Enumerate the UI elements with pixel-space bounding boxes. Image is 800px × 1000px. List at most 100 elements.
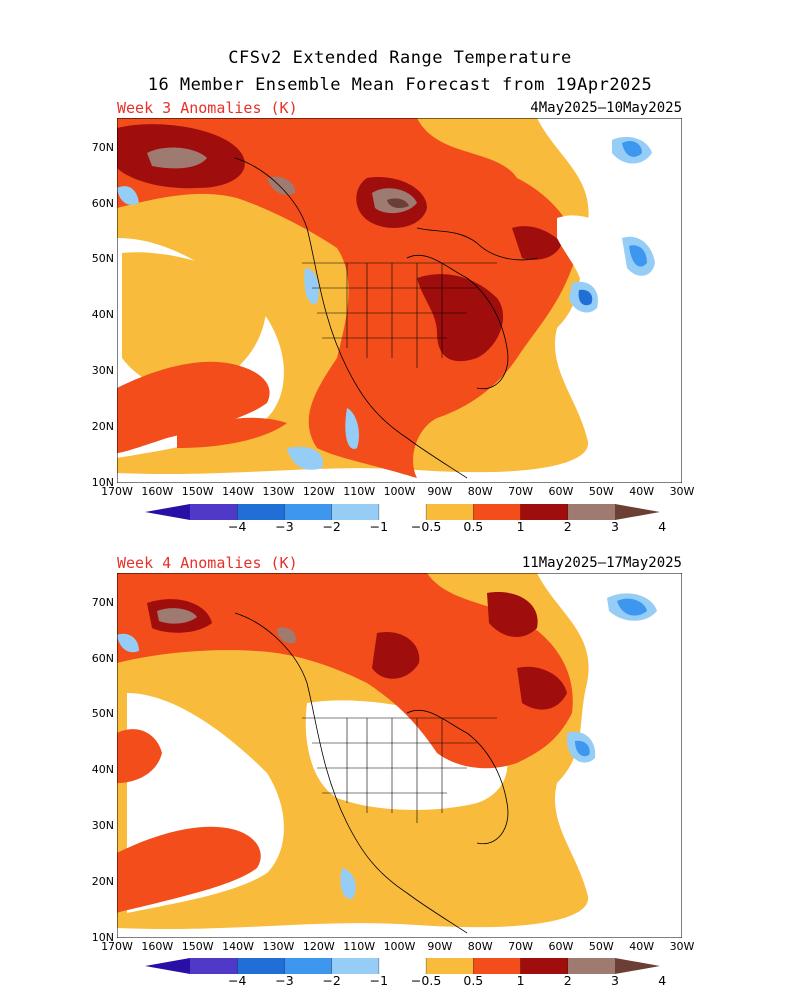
lon-label: 60W [548,940,574,953]
week3-label: Week 3 Anomalies (K) [117,99,298,117]
chart-title-line2: 16 Member Ensemble Mean Forecast from 19… [147,75,653,95]
legend-swatch [567,958,616,974]
legend-tick-label: −2 [322,973,341,988]
legend-tick-label: 1 [516,519,525,534]
legend-tick-label: 1 [516,973,525,988]
week4-dates: 11May2025—17May2025 [521,555,682,571]
lon-label: 130W [262,940,295,953]
lat-label: 60N [91,652,114,665]
lat-label: 70N [91,596,114,609]
legend-swatch [426,504,474,520]
legend-tick-label: −4 [228,519,247,534]
legend-tick-label: −3 [275,519,294,534]
lon-label: 90W [427,485,453,498]
lon-label: 50W [588,940,614,953]
legend-swatch [190,958,238,974]
legend-swatch [473,504,522,520]
legend-swatch [473,958,522,974]
legend-swatch [567,504,616,520]
legend-swatch [520,504,569,520]
legend-swatch [615,504,660,520]
legend-swatch [520,958,569,974]
lon-label: 30W [669,485,695,498]
lat-label: 40N [91,308,114,321]
lon-label: 140W [222,940,254,953]
legend-tick-label: −1 [369,519,389,534]
legend-swatch [284,958,333,974]
legend-tick-label: −1 [369,973,389,988]
lon-label: 150W [181,940,214,953]
lon-label: 110W [343,940,376,953]
lon-label: 50W [588,485,614,498]
legend-swatch [378,504,427,520]
legend-tick-label: 4 [658,973,667,988]
legend-colorbar [145,956,660,992]
lon-label: 150W [181,485,214,498]
week3-map-svg [117,118,682,483]
legend-tick-label: −4 [228,973,247,988]
legend-swatch [331,958,380,974]
lon-label: 160W [141,940,174,953]
legend-swatch [237,504,285,520]
lon-label: 90W [427,940,453,953]
week4-map-svg [117,573,682,938]
week4-map [117,573,682,938]
lon-label: 70W [508,485,533,498]
lon-label: 100W [383,940,416,953]
lon-label: 80W [467,940,493,953]
lat-label: 30N [91,364,114,377]
legend-tick-label: −2 [322,519,341,534]
legend-tick-label: −3 [275,973,294,988]
legend-tick-label: 4 [658,519,667,534]
lon-label: 60W [548,485,574,498]
legend-colorbar-svg [145,958,660,974]
lon-label: 170W [101,485,133,498]
legend-swatch [237,958,285,974]
legend-swatch [378,958,427,974]
lat-label: 50N [91,707,114,720]
chart-title-line1: CFSv2 Extended Range Temperature [228,48,572,68]
lat-label: 70N [91,141,114,154]
week4-label: Week 4 Anomalies (K) [117,554,298,572]
lon-label: 40W [629,485,655,498]
legend-tick-label: 0.5 [463,519,484,534]
legend-swatch [331,504,380,520]
legend-swatch [145,504,190,520]
lat-label: 50N [91,252,114,265]
lon-label: 140W [222,485,254,498]
legend-tick-label: 0.5 [463,973,484,988]
legend-tick-label: 3 [611,519,619,534]
lon-label: 170W [101,940,133,953]
legend-swatch [284,504,333,520]
legend-swatch [145,958,190,974]
legend-colorbar-svg [145,504,660,520]
lat-label: 30N [91,819,114,832]
lon-label: 70W [508,940,533,953]
legend-swatch [426,958,474,974]
lon-label: 30W [669,940,695,953]
lat-label: 20N [91,420,114,433]
legend-tick-label: 3 [611,973,619,988]
legend-tick-label: −0.5 [410,519,442,534]
lon-label: 120W [302,940,335,953]
lat-label: 10N [91,476,114,489]
legend-colorbar [145,502,660,538]
lon-label: 130W [262,485,295,498]
week3-map [117,118,682,483]
legend-swatch [615,958,660,974]
lat-label: 20N [91,875,114,888]
lon-label: 110W [343,485,376,498]
lon-label: 100W [383,485,416,498]
week3-dates: 4May2025—10May2025 [530,100,682,116]
legend-tick-label: −0.5 [410,973,442,988]
lon-label: 40W [629,940,655,953]
lon-label: 120W [302,485,335,498]
lat-label: 40N [91,763,114,776]
lat-label: 10N [91,931,114,944]
legend-tick-label: 2 [563,519,572,534]
legend-swatch [190,504,238,520]
lat-label: 60N [91,197,114,210]
lon-label: 160W [141,485,174,498]
lon-label: 80W [467,485,493,498]
legend-tick-label: 2 [563,973,572,988]
